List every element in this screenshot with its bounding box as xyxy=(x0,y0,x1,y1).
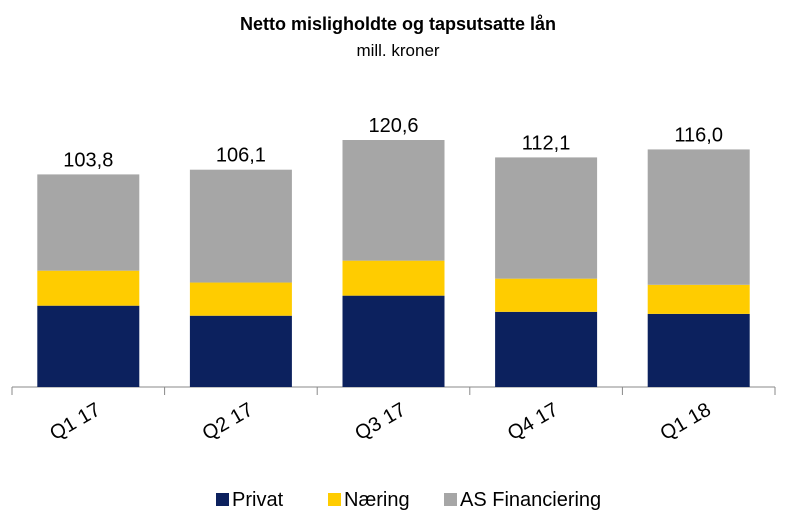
bar-segment xyxy=(647,313,750,387)
bar-segment xyxy=(37,270,140,306)
total-label: 120,6 xyxy=(368,115,418,137)
x-tick-label: Q2 17 xyxy=(199,399,257,445)
bar-segment xyxy=(37,174,140,271)
bar-segment xyxy=(189,169,292,283)
total-label: 103,8 xyxy=(63,149,113,171)
bar-segment xyxy=(189,315,292,387)
bar-segment xyxy=(342,140,445,261)
chart-title: Netto misligholdte og tapsutsatte lån xyxy=(240,14,556,34)
bar-segment xyxy=(495,278,598,312)
bar-segment xyxy=(495,157,598,279)
bar-segment xyxy=(189,282,292,316)
x-tick-label: Q1 18 xyxy=(657,399,715,445)
total-label: 112,1 xyxy=(522,132,571,154)
bar-segment xyxy=(342,295,445,387)
total-label: 116,0 xyxy=(674,124,723,146)
bar-segment xyxy=(647,149,750,285)
x-tick-label: Q4 17 xyxy=(504,399,562,445)
legend-swatch xyxy=(216,493,229,506)
legend-swatch xyxy=(328,493,341,506)
x-tick-label: Q3 17 xyxy=(351,399,409,445)
legend-label: Privat xyxy=(232,489,284,511)
bar-segment xyxy=(342,260,445,296)
bar-segment xyxy=(647,284,750,314)
legend-swatch xyxy=(444,493,457,506)
chart-subtitle: mill. kroner xyxy=(356,41,439,60)
legend-label: AS Financiering xyxy=(460,489,601,511)
legend-label: Næring xyxy=(344,489,410,511)
bar-segment xyxy=(495,311,598,387)
total-label: 106,1 xyxy=(216,145,266,167)
x-tick-label: Q1 17 xyxy=(46,399,104,445)
bar-segment xyxy=(37,305,140,387)
